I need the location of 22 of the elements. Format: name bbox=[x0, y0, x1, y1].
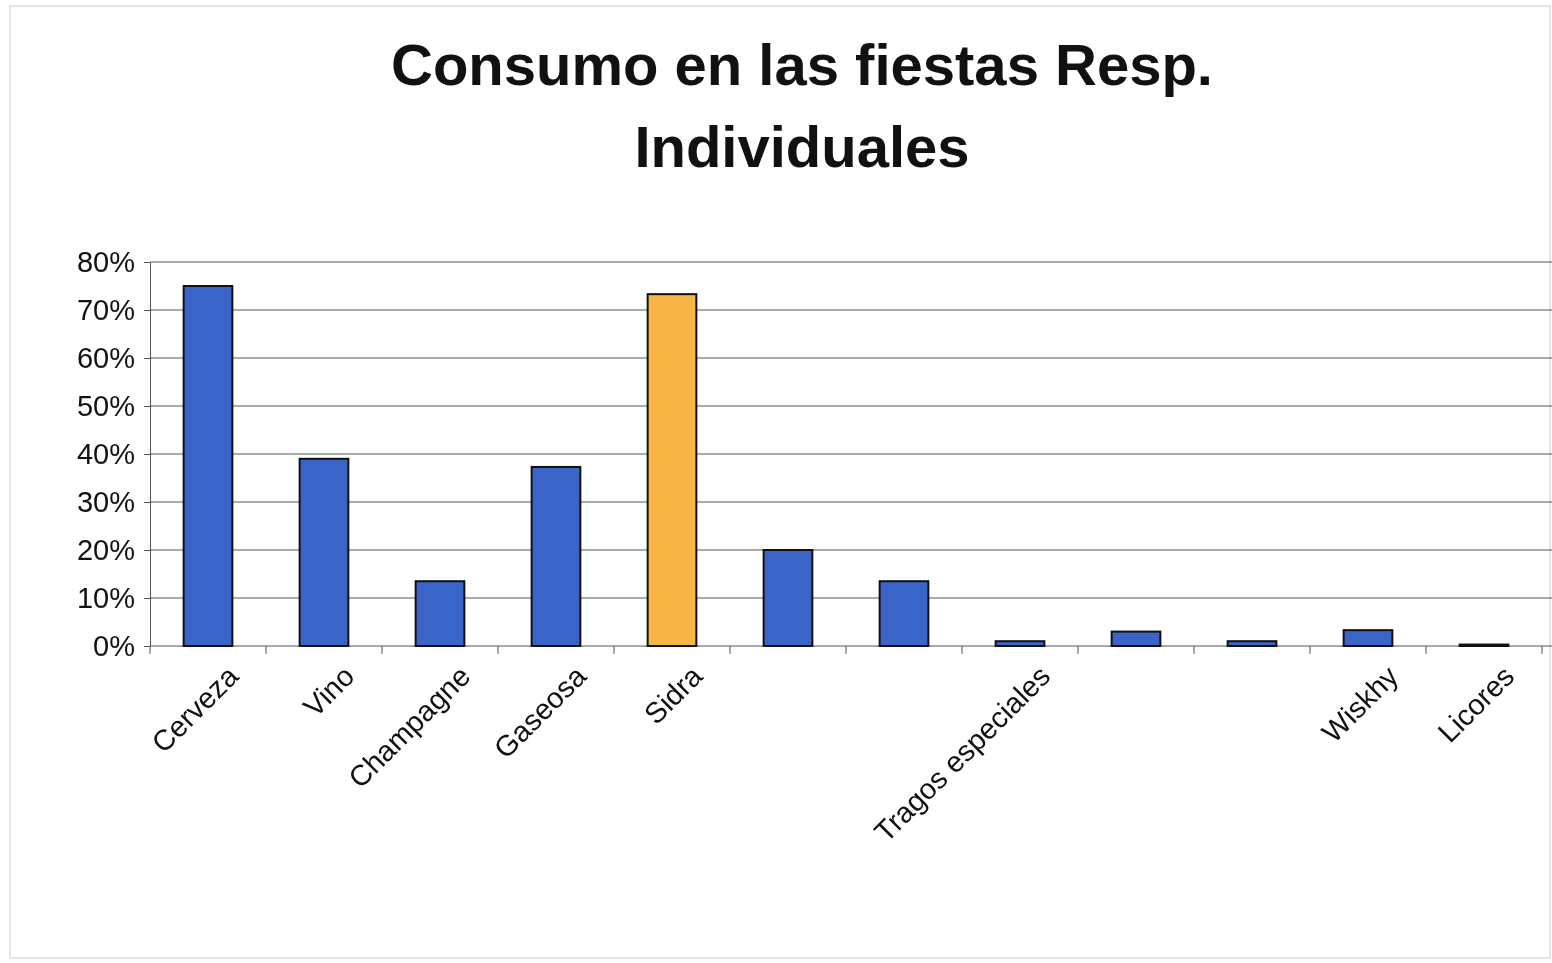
bar bbox=[994, 640, 1046, 647]
bar bbox=[530, 465, 582, 647]
bar bbox=[298, 457, 350, 647]
bar bbox=[762, 549, 814, 647]
y-tick-label: 70% bbox=[76, 293, 135, 326]
bar bbox=[646, 293, 698, 647]
bar bbox=[1342, 629, 1394, 647]
bar bbox=[1110, 630, 1162, 647]
y-tick-label: 20% bbox=[76, 533, 135, 566]
y-tick-label: 50% bbox=[76, 389, 135, 422]
chart-title: Consumo en las fiestas Resp. Individuales bbox=[391, 32, 1213, 179]
y-tick-label: 30% bbox=[76, 485, 135, 518]
y-tick-label: 80% bbox=[76, 245, 135, 278]
bar bbox=[1226, 640, 1278, 647]
y-tick-label: 10% bbox=[76, 581, 135, 614]
bar bbox=[878, 580, 930, 647]
y-tick-label: 0% bbox=[93, 629, 135, 662]
bar bbox=[414, 580, 466, 647]
y-tick-label: 40% bbox=[76, 437, 135, 470]
y-tick-label: 60% bbox=[76, 341, 135, 374]
x-tick-label: Vino bbox=[297, 659, 361, 724]
bar bbox=[182, 285, 234, 647]
